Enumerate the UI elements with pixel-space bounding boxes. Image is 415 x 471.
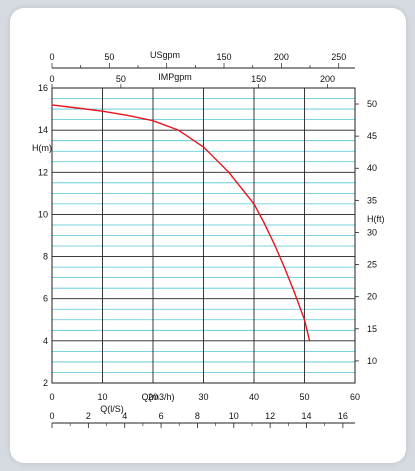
x-tick-label-ls: 8 (195, 411, 200, 421)
x-tick-label-usgpm: 200 (274, 52, 289, 62)
curve-point (202, 146, 205, 148)
y-label-head-m: H(m) (32, 143, 52, 153)
curve-point (293, 291, 295, 293)
curve-point (263, 222, 265, 224)
curve-point (177, 129, 179, 131)
chart-card: 2 4 6 8 10 12 14 16 10 15 20 25 30 35 40 45 50 0 10 20 30 40 5… (10, 8, 406, 463)
y-tick-label-ft: 15 (367, 324, 377, 334)
x-tick-label-usgpm: 150 (217, 52, 232, 62)
curve-point (308, 340, 311, 342)
curve-layer (51, 104, 311, 342)
y-tick-label-m: 10 (38, 209, 48, 219)
y-tick-label-ft: 20 (367, 292, 377, 302)
x-label-flow-ls: Q(l/S) (100, 404, 124, 414)
curve-point (76, 107, 78, 109)
curve-point (273, 243, 275, 245)
y-tick-label-m: 2 (43, 378, 48, 388)
x-tick-label-m3h: 50 (299, 392, 309, 402)
y-tick-label-ft: 30 (367, 227, 377, 237)
x-label-usgpm: USgpm (150, 50, 180, 60)
x-tick-label-m3h: 20 (148, 392, 158, 402)
y-tick-label-ft: 40 (367, 163, 377, 173)
y-tick-label-m: 14 (38, 125, 48, 135)
y-tick-label-m: 6 (43, 294, 48, 304)
curve-point (101, 110, 104, 112)
curve-point (283, 266, 285, 268)
x-tick-label-m3h: 60 (350, 392, 360, 402)
x-tick-label-m3h: 30 (198, 392, 208, 402)
x-tick-label-m3h: 10 (97, 392, 107, 402)
curve-point (228, 171, 230, 173)
curve-point (303, 319, 306, 321)
x-tick-label-ls: 12 (265, 411, 275, 421)
y-tick-label-m: 8 (43, 252, 48, 262)
curve-point (253, 203, 255, 205)
curve-point (152, 120, 154, 122)
y-tick-label-m: 4 (43, 336, 48, 346)
x-tick-label-impgpm: 200 (320, 74, 335, 84)
x-tick-label-impgpm: 0 (49, 74, 54, 84)
x-tick-label-m3h: 40 (249, 392, 259, 402)
x-tick-label-ls: 10 (229, 411, 239, 421)
y-tick-label-ft: 10 (367, 356, 377, 366)
y-label-head-ft: H(ft) (367, 214, 385, 224)
x-label-impgpm: IMPgpm (158, 72, 192, 82)
x-tick-label-ls: 0 (49, 411, 54, 421)
x-tick-label-ls: 6 (159, 411, 164, 421)
y-tick-label-ft: 25 (367, 260, 377, 270)
x-tick-label-usgpm: 50 (104, 52, 114, 62)
y-tick-label-ft: 50 (367, 99, 377, 109)
x-tick-label-m3h: 0 (49, 392, 54, 402)
plot-frame (51, 87, 356, 384)
y-tick-label-m: 12 (38, 167, 48, 177)
x-tick-label-ls: 4 (122, 411, 127, 421)
x-tick-label-impgpm: 50 (116, 74, 126, 84)
x-tick-label-ls: 16 (338, 411, 348, 421)
x-tick-label-ls: 2 (86, 411, 91, 421)
y-tick-label-m: 16 (38, 83, 48, 93)
curve-point (51, 104, 53, 106)
x-label-flow-m3h: Q(m3/h) (141, 392, 174, 402)
curve-point (127, 114, 129, 116)
x-tick-label-usgpm: 0 (49, 52, 54, 62)
y-tick-label-ft: 35 (367, 195, 377, 205)
x-tick-label-usgpm: 250 (331, 52, 346, 62)
y-tick-label-ft: 45 (367, 131, 377, 141)
x-tick-label-impgpm: 150 (251, 74, 266, 84)
grid (51, 87, 356, 384)
x-tick-label-ls: 14 (302, 411, 312, 421)
